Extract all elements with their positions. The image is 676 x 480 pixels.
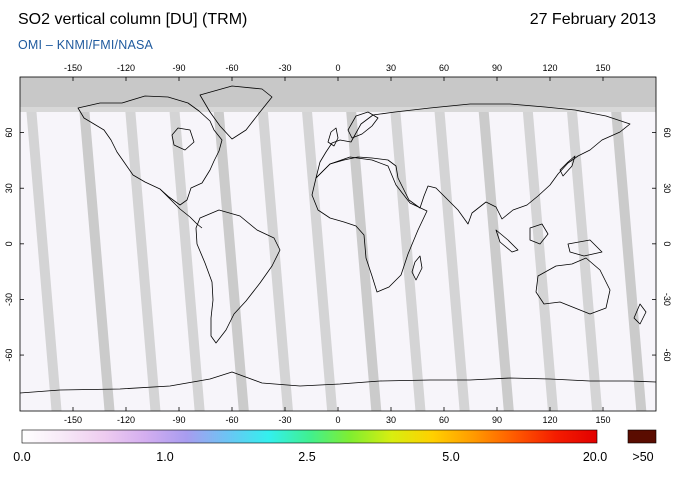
orbit-swath bbox=[23, 77, 62, 411]
map-date: 27 February 2013 bbox=[529, 11, 656, 28]
lon-label-bottom: 120 bbox=[542, 415, 557, 425]
lon-label-bottom: -120 bbox=[117, 415, 135, 425]
lon-label-bottom: -90 bbox=[172, 415, 185, 425]
coast-japan bbox=[559, 155, 576, 177]
graticule-ticks bbox=[20, 77, 656, 411]
map-title: SO2 vertical column [DU] (TRM) bbox=[18, 11, 248, 28]
orbit-swath bbox=[343, 77, 382, 411]
data-credit: OMI – KNMI/FMI/NASA bbox=[18, 38, 154, 52]
colorbar-label-0: 0.0 bbox=[13, 450, 31, 464]
orbit-swath bbox=[254, 77, 293, 411]
lon-label-bottom: -60 bbox=[225, 415, 238, 425]
lat-label-right: 60 bbox=[662, 128, 672, 138]
lat-label-left: -60 bbox=[4, 349, 14, 362]
lon-label-top: -60 bbox=[225, 63, 238, 73]
coast-north-america bbox=[77, 95, 223, 206]
lat-label-left: 30 bbox=[4, 183, 14, 193]
lat-labels-left: 60 30 0 -30 -60 bbox=[4, 128, 14, 362]
lon-label-top: 120 bbox=[542, 63, 557, 73]
colorbar-label-1: 1.0 bbox=[156, 450, 174, 464]
orbit-swath bbox=[387, 77, 426, 411]
colorbar-label-4: 20.0 bbox=[582, 450, 608, 464]
coast-scandinavia bbox=[347, 111, 379, 139]
map-background bbox=[20, 77, 656, 411]
lon-label-bottom: 60 bbox=[439, 415, 449, 425]
lon-label-bottom: 150 bbox=[595, 415, 610, 425]
polar-nodata-edge bbox=[20, 107, 656, 112]
coast-africa bbox=[311, 156, 428, 293]
coast-eurasia bbox=[315, 103, 631, 225]
orbit-swath bbox=[166, 77, 205, 411]
orbit-swath bbox=[608, 77, 647, 411]
lon-label-top: -120 bbox=[117, 63, 135, 73]
lon-labels-top: -150 -120 -90 -60 -30 0 30 60 90 120 150 bbox=[64, 63, 611, 73]
coast-antarctica bbox=[20, 371, 656, 394]
lat-label-left: 60 bbox=[4, 128, 14, 138]
orbit-swath bbox=[299, 77, 338, 411]
coast-madagascar bbox=[411, 255, 423, 281]
colorbar-label-3: 5.0 bbox=[442, 450, 460, 464]
orbit-swath bbox=[431, 77, 470, 411]
lat-label-right: 30 bbox=[662, 183, 672, 193]
lon-label-top: 30 bbox=[386, 63, 396, 73]
lon-label-bottom: 0 bbox=[335, 415, 340, 425]
lon-label-bottom: -150 bbox=[64, 415, 82, 425]
colorbar-gradient bbox=[21, 429, 598, 444]
lon-label-bottom: -30 bbox=[278, 415, 291, 425]
polar-nodata-north bbox=[20, 77, 656, 107]
colorbar bbox=[21, 429, 598, 444]
coast-hudson-bay bbox=[171, 127, 195, 151]
colorbar-label-overflow: >50 bbox=[632, 450, 654, 464]
lat-label-right: -60 bbox=[662, 349, 672, 362]
lon-label-bottom: 30 bbox=[386, 415, 396, 425]
lon-label-top: 60 bbox=[439, 63, 449, 73]
lat-label-right: 0 bbox=[662, 241, 672, 246]
orbit-swath bbox=[76, 77, 115, 411]
coast-australia bbox=[535, 257, 611, 315]
lon-label-top: -90 bbox=[172, 63, 185, 73]
colorbar-overflow bbox=[627, 429, 657, 444]
coast-new-guinea bbox=[567, 239, 603, 257]
coast-borneo bbox=[529, 223, 549, 245]
lon-label-top: 0 bbox=[335, 63, 340, 73]
coast-new-zealand bbox=[633, 303, 647, 325]
orbit-swath bbox=[475, 77, 514, 411]
map-frame bbox=[19, 76, 657, 412]
lat-labels-right: 60 30 0 -30 -60 bbox=[662, 128, 672, 362]
lon-label-top: 150 bbox=[595, 63, 610, 73]
coastlines bbox=[20, 85, 656, 394]
coast-greenland bbox=[199, 85, 273, 140]
coast-sumatra bbox=[495, 229, 519, 253]
lon-label-bottom: 90 bbox=[492, 415, 502, 425]
colorbar-label-2: 2.5 bbox=[298, 450, 316, 464]
orbit-swath bbox=[210, 77, 249, 411]
coast-central-america bbox=[159, 188, 203, 229]
lon-label-top: 90 bbox=[492, 63, 502, 73]
lat-label-left: 0 bbox=[4, 241, 14, 246]
lon-label-top: -150 bbox=[64, 63, 82, 73]
coast-south-america bbox=[195, 209, 281, 344]
orbit-swath bbox=[122, 77, 161, 411]
lon-label-top: -30 bbox=[278, 63, 291, 73]
lat-label-right: -30 bbox=[662, 293, 672, 306]
lon-labels-bottom: -150 -120 -90 -60 -30 0 30 60 90 120 150 bbox=[64, 415, 611, 425]
coast-great-britain bbox=[327, 127, 339, 147]
lat-label-left: -30 bbox=[4, 293, 14, 306]
